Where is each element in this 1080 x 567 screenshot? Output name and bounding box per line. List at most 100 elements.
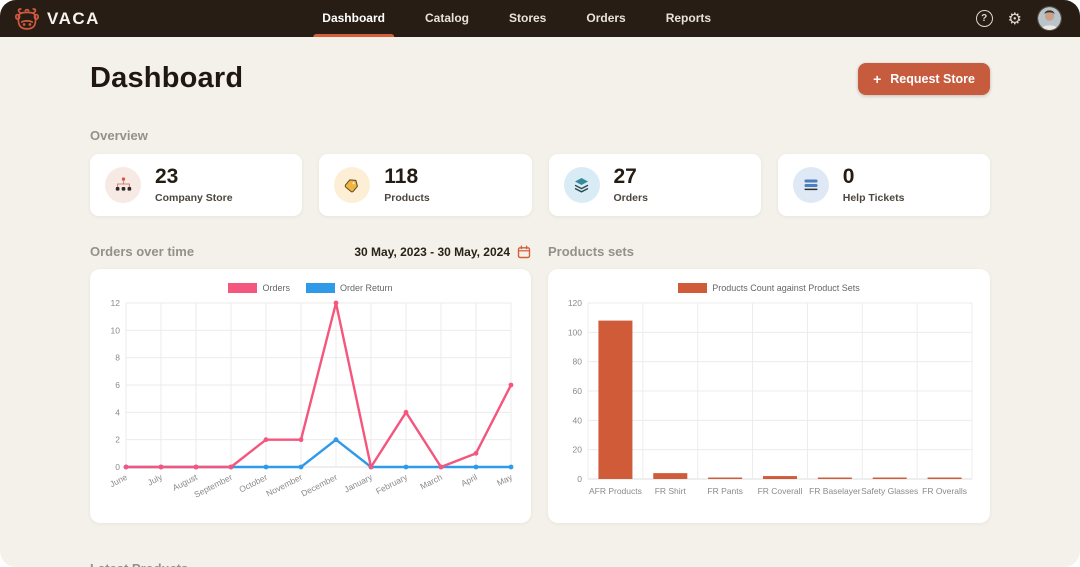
y-tick-label: 120 <box>568 298 582 308</box>
data-point <box>403 409 409 415</box>
y-tick-label: 2 <box>115 435 120 445</box>
products-sets-chart-card: Products Count against Product Sets 0 20 4… <box>548 269 990 523</box>
y-tick-label: 40 <box>573 415 583 425</box>
products-count-swatch <box>678 283 708 293</box>
avatar-image <box>1038 7 1061 30</box>
overview-cards: 23 Company Store 118 Products <box>90 154 990 216</box>
plus-icon: + <box>873 70 882 87</box>
stat-value: 23 <box>155 165 179 189</box>
y-tick-label: 100 <box>568 327 582 337</box>
orders-chart-column: Orders over time 30 May, 2023 - 30 May, … <box>90 243 531 523</box>
request-store-label: Request Store <box>890 71 975 86</box>
products-chart-legend: Products Count against Product Sets <box>558 281 980 295</box>
gear-icon[interactable]: ⚙ <box>1007 8 1022 28</box>
x-tick-label: December <box>299 472 339 499</box>
products-chart-column: Products sets Products Count against Pro… <box>548 243 990 523</box>
x-tick-label: FR Baselayer <box>809 486 861 496</box>
data-point <box>333 300 339 306</box>
x-tick-label: Safety Glasses <box>861 486 918 496</box>
layers-icon <box>563 167 600 203</box>
charts-row: Orders over time 30 May, 2023 - 30 May, … <box>90 243 990 523</box>
y-tick-label: 0 <box>577 474 582 484</box>
help-icon[interactable]: ? <box>975 10 993 27</box>
nav-item-orders[interactable]: Orders <box>586 11 626 25</box>
data-point <box>193 464 199 470</box>
data-point <box>473 464 479 470</box>
x-tick-label: July <box>146 472 165 488</box>
products-bar-chart: 0 20 40 60 80 100 120 AFR Products FR Shirt FR Pa… <box>568 298 973 496</box>
x-tick-label: February <box>374 472 410 497</box>
brand-name: VACA <box>47 8 100 28</box>
data-point <box>473 450 479 456</box>
y-tick-label: 12 <box>111 298 121 308</box>
stat-card-company-store: 23 Company Store <box>90 154 303 216</box>
orders-section-label: Orders over time <box>90 244 195 259</box>
brand-logo[interactable]: VACA <box>14 7 100 31</box>
date-range-picker[interactable]: 30 May, 2023 - 30 May, 2024 <box>354 245 531 259</box>
page-header: Dashboard + Request Store <box>90 62 990 95</box>
latest-products-section-label: Latest Products <box>90 561 990 567</box>
data-point <box>298 464 304 470</box>
stat-label: Company Store <box>155 191 233 204</box>
x-tick-label: November <box>264 472 304 499</box>
legend-item-products-count[interactable]: Products Count against Product Sets <box>678 283 860 293</box>
stat-card-help-tickets: 0 Help Tickets <box>777 154 990 216</box>
y-tick-label: 4 <box>115 407 120 417</box>
stat-label: Products <box>384 191 430 204</box>
data-point <box>263 464 269 470</box>
y-tick-label: 20 <box>573 445 583 455</box>
orders-swatch <box>228 283 258 293</box>
bar-fr-baselayer <box>817 477 852 479</box>
y-tick-label: 8 <box>115 353 120 363</box>
bar-safety-glasses <box>872 477 907 479</box>
data-point <box>333 437 339 443</box>
y-tick-label: 6 <box>115 380 120 390</box>
calendar-icon <box>517 245 531 258</box>
stat-label: Help Tickets <box>842 191 905 204</box>
legend-label: Orders <box>262 283 290 293</box>
data-point <box>228 464 234 470</box>
active-tab-underline <box>313 34 394 37</box>
stat-value: 118 <box>384 165 419 189</box>
orders-chart-header: Orders over time 30 May, 2023 - 30 May, … <box>90 243 531 260</box>
x-tick-label: March <box>418 472 444 492</box>
date-range-text: 30 May, 2023 - 30 May, 2024 <box>354 244 510 259</box>
nav-item-stores[interactable]: Stores <box>508 11 547 25</box>
nav-icon-group: ? ⚙ <box>975 6 1062 31</box>
data-point <box>508 464 514 470</box>
stat-card-products: 118 Products <box>319 154 532 216</box>
nav-item-reports[interactable]: Reports <box>665 11 712 25</box>
bar-fr-overalls <box>927 477 962 479</box>
data-point <box>508 382 514 388</box>
data-point <box>123 464 129 470</box>
x-tick-label: April <box>459 472 479 489</box>
y-tick-label: 80 <box>573 357 583 367</box>
user-avatar[interactable] <box>1037 6 1062 31</box>
legend-item-order-return[interactable]: Order Return <box>305 283 393 293</box>
data-point <box>158 464 164 470</box>
stat-value: 0 <box>842 165 855 189</box>
nav-item-catalog[interactable]: Catalog <box>424 11 469 25</box>
bar-fr-pants <box>708 477 743 479</box>
data-point <box>263 437 269 443</box>
y-tick-label: 0 <box>115 462 120 472</box>
stat-value: 27 <box>613 165 637 189</box>
data-point <box>368 464 374 470</box>
orders-over-time-chart-card: Orders Order Return 0 2 4 6 8 10 12 June July Aug… <box>90 269 531 523</box>
bar-afr-products <box>598 320 633 479</box>
products-chart-header: Products sets <box>548 243 990 260</box>
x-tick-label: June <box>108 472 129 489</box>
data-point <box>438 464 444 470</box>
data-point <box>403 464 409 470</box>
ticket-lines-icon <box>792 167 829 203</box>
request-store-button[interactable]: + Request Store <box>858 62 990 95</box>
page-content: Dashboard + Request Store Overview <box>0 62 1080 567</box>
stat-card-orders: 27 Orders <box>548 154 761 216</box>
x-tick-label: AFR Products <box>589 486 642 496</box>
products-section-label: Products sets <box>548 244 634 259</box>
orders-chart-legend: Orders Order Return <box>100 281 521 295</box>
legend-item-orders[interactable]: Orders <box>228 283 290 293</box>
nav-item-label: Dashboard <box>322 11 385 25</box>
nav-item-dashboard[interactable]: Dashboard <box>313 0 394 37</box>
